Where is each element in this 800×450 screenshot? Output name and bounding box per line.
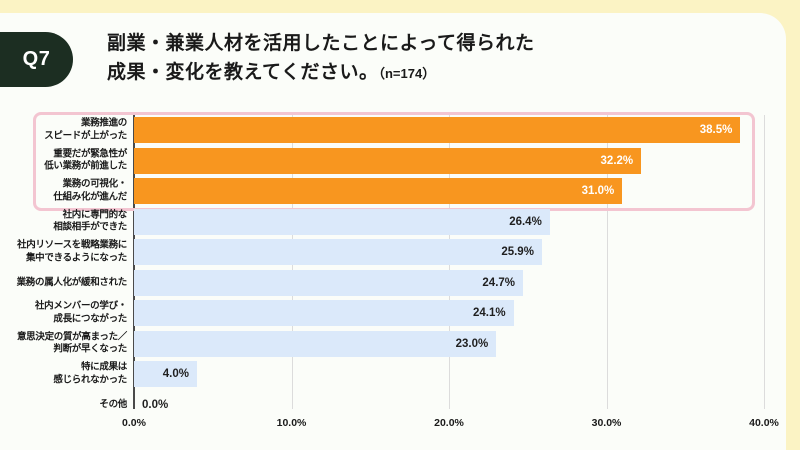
category-label: 特に成果は 感じられなかった [53, 361, 127, 386]
value-label: 24.7% [482, 276, 516, 289]
bar-row: 業務の属人化が緩和された 24.7% [0, 268, 786, 299]
bar-row: 特に成果は 感じられなかった 4.0% [0, 359, 786, 390]
bar-row: 重要だが緊急性が 低い業務が前進した 32.2% [0, 146, 786, 177]
category-label: 社内メンバーの学び・ 成長につながった [34, 300, 127, 325]
bar-row: 社内メンバーの学び・ 成長につながった 24.1% [0, 298, 786, 329]
bar: 24.7% [134, 269, 524, 296]
bar: 4.0% [134, 361, 197, 388]
value-label: 25.9% [501, 246, 534, 259]
category-label: 意思決定の質が高まった／ 判断が早くなった [16, 331, 127, 355]
x-axis-tick-label: 40.0% [749, 417, 779, 429]
question-number-label: Q7 [22, 48, 51, 70]
chart-title: 副業・兼業人材を活用したことによって得られた 成果・変化を教えてください。（n=… [107, 29, 534, 88]
chart-title-line2: 成果・変化を教えてください。 [107, 62, 379, 83]
bar-row: 業務の可視化・ 仕組み化が進んだ 31.0% [0, 176, 786, 207]
bar: 24.1% [134, 300, 514, 327]
value-label: 32.2% [600, 154, 634, 167]
bar: 26.4% [134, 208, 550, 235]
x-axis-tick-label: 10.0% [276, 417, 307, 429]
category-label: 重要だが緊急性が 低い業務が前進した [44, 148, 127, 172]
category-label: 業務の属人化が緩和された [16, 276, 128, 288]
value-label: 38.5% [699, 124, 733, 137]
x-axis-tick-label: 20.0% [434, 417, 464, 429]
x-axis-tick-label: 0.0% [122, 417, 146, 429]
bar-row: 業務推進の スピードが上がった 38.5% [0, 115, 786, 146]
value-label: 0.0% [142, 398, 169, 411]
x-axis-tick-label: 30.0% [591, 417, 622, 429]
bar-row: 社内に専門的な 相談相手ができた 26.4% [0, 207, 786, 238]
gridline [764, 115, 765, 409]
bar-row: 意思決定の質が高まった／ 判断が早くなった 23.0% [0, 329, 786, 360]
bar-row: 社内リソースを戦略業務に 集中できるようになった 25.9% [0, 237, 786, 268]
category-label: 業務の可視化・ 仕組み化が進んだ [53, 178, 127, 203]
bar: 38.5% [134, 117, 741, 144]
value-label: 23.0% [455, 337, 489, 350]
category-label: 社内に専門的な 相談相手ができた [53, 209, 127, 233]
chart-title-line1: 副業・兼業人材を活用したことによって得られた [107, 33, 535, 54]
bar: 32.2% [134, 147, 642, 174]
category-label: 社内リソースを戦略業務に 集中できるようになった [17, 239, 127, 264]
bar: 23.0% [134, 330, 497, 357]
value-label: 26.4% [509, 215, 542, 228]
sample-size-note: （n=174） [378, 66, 436, 81]
gridline [606, 115, 608, 409]
bar: 25.9% [134, 239, 542, 266]
value-label: 4.0% [162, 368, 189, 381]
category-label: その他 [99, 398, 127, 410]
question-number-badge: Q7 [0, 32, 73, 87]
value-label: 31.0% [581, 185, 615, 198]
category-label: 業務推進の スピードが上がった [44, 117, 127, 142]
value-label: 24.1% [472, 307, 506, 320]
bar-row: その他 0.0% [0, 390, 786, 421]
bar: 31.0% [134, 178, 623, 205]
